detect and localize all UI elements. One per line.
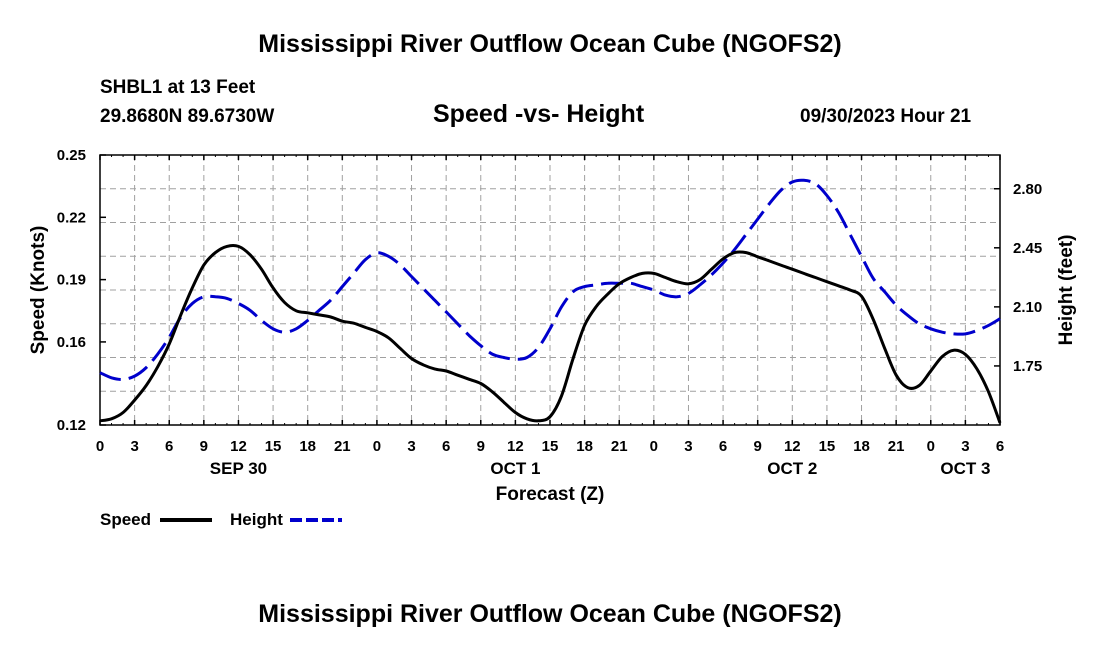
x-tick-label: 0 [650,438,658,455]
x-tick-label: 3 [130,438,138,455]
y-tick-label-left: 0.22 [57,209,86,226]
grid-lines [100,155,1000,425]
date-label: SEP 30 [210,459,267,478]
y-tick-label-left: 0.25 [57,147,86,164]
y-axis-title-right: Height (feet) [1056,235,1077,346]
page-title-bottom: Mississippi River Outflow Ocean Cube (NG… [258,600,842,628]
date-label: OCT 2 [767,459,817,478]
x-tick-label: 6 [165,438,173,455]
series-line-height [99,178,1001,381]
chart-legend: Speed Height [100,510,342,529]
x-tick-label: 3 [684,438,692,455]
x-tick-label: 9 [754,438,762,455]
legend-label-height: Height [230,510,283,529]
y-tick-label-left: 0.12 [57,417,86,434]
series-line-speed [99,243,1002,424]
x-tick-label: 12 [230,438,247,455]
x-tick-label: 6 [996,438,1004,455]
axis-labels: 0 3 6 9 12 15 18 21 0 3 6 9 12 15 18 21 0 3 6 9 12 15 18 21 0 3 6 0… [28,147,1077,505]
x-tick-label: 15 [265,438,282,455]
x-tick-label: 0 [927,438,935,455]
x-tick-label: 21 [611,438,628,455]
x-tick-label: 18 [299,438,316,455]
y-tick-label-left: 0.16 [57,334,86,351]
date-label: OCT 3 [940,459,990,478]
y-tick-label-right: 1.75 [1013,358,1042,375]
station-label: SHBL1 at 13 Feet [100,77,256,98]
x-tick-label: 21 [334,438,351,455]
x-tick-label: 0 [96,438,104,455]
x-tick-label: 15 [542,438,559,455]
legend-label-speed: Speed [100,510,151,529]
x-tick-label: 3 [961,438,969,455]
y-tick-label-right: 2.80 [1013,181,1042,198]
x-tick-label: 0 [373,438,381,455]
chart-subtitle: Speed -vs- Height [433,100,645,128]
chart-marks [99,154,1002,426]
x-tick-label: 21 [888,438,905,455]
x-tick-label: 6 [719,438,727,455]
y-axis-title-left: Speed (Knots) [28,226,49,355]
x-tick-label: 9 [477,438,485,455]
x-tick-label: 3 [407,438,415,455]
y-tick-label-right: 2.10 [1013,299,1042,316]
x-tick-label: 15 [819,438,836,455]
station-coordinates: 29.8680N 89.6730W [100,106,275,127]
forecast-datetime: 09/30/2023 Hour 21 [800,106,972,127]
date-label: OCT 1 [490,459,540,478]
x-axis-title: Forecast (Z) [496,484,605,505]
x-tick-label: 12 [507,438,524,455]
x-tick-label: 18 [853,438,870,455]
x-tick-label: 6 [442,438,450,455]
y-tick-label-right: 2.45 [1013,240,1042,257]
page-title: Mississippi River Outflow Ocean Cube (NG… [258,30,842,58]
x-tick-label: 18 [576,438,593,455]
x-tick-label: 12 [784,438,801,455]
y-tick-label-left: 0.19 [57,272,86,289]
x-tick-label: 9 [200,438,208,455]
